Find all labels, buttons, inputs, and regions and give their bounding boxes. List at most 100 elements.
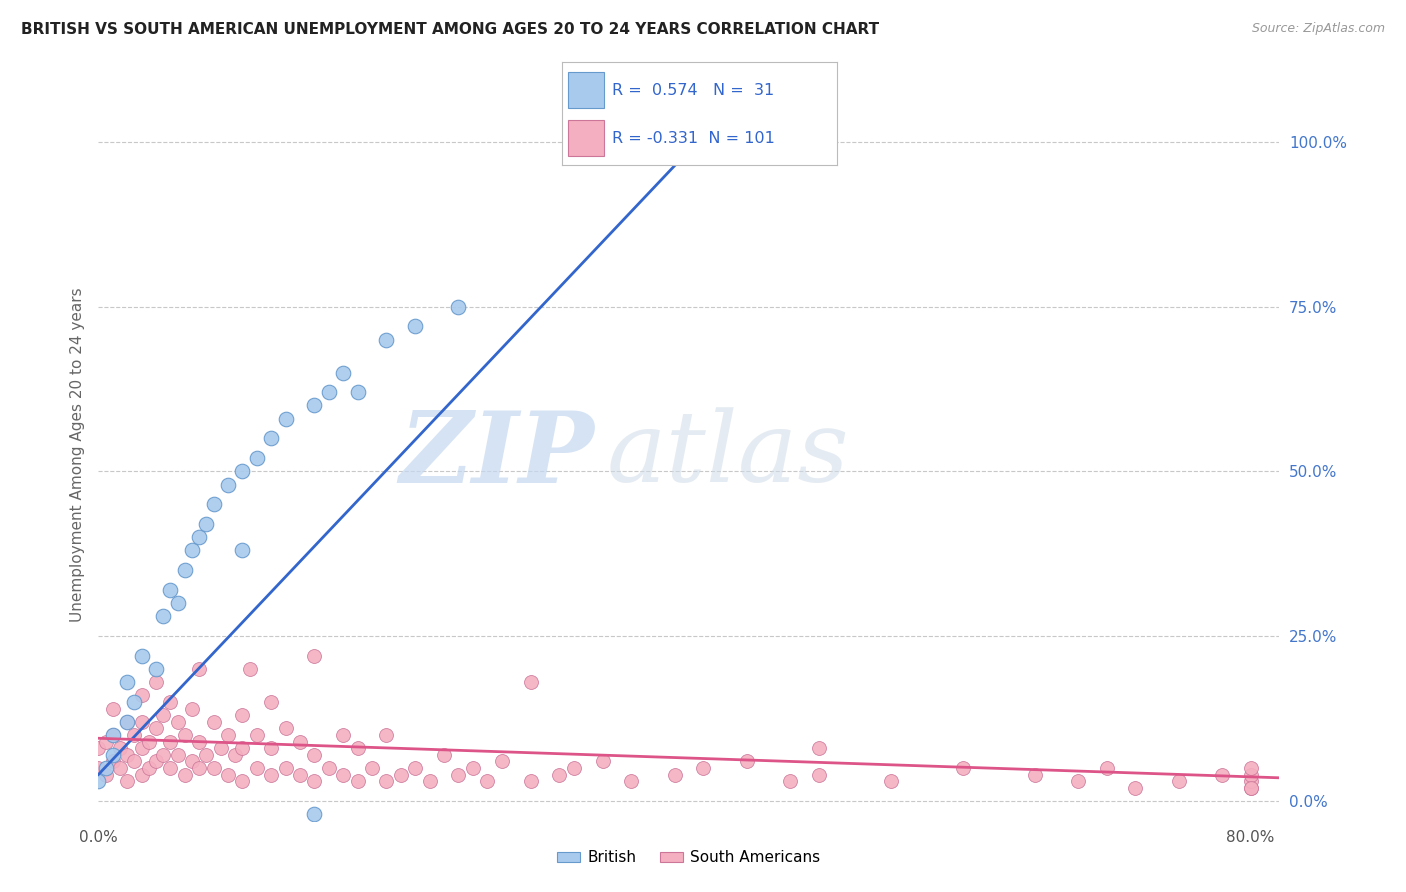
Point xyxy=(246,451,269,466)
Point xyxy=(87,741,110,756)
Point xyxy=(318,761,340,775)
Point xyxy=(209,741,232,756)
Point xyxy=(952,761,974,775)
Point xyxy=(491,755,513,769)
Point xyxy=(735,755,758,769)
Point xyxy=(1240,780,1263,795)
Point xyxy=(1240,780,1263,795)
Point xyxy=(188,662,211,676)
Point xyxy=(115,714,138,729)
Point xyxy=(477,774,499,789)
Point xyxy=(807,741,830,756)
Point xyxy=(202,497,225,511)
Point xyxy=(404,319,426,334)
Point xyxy=(152,708,174,723)
Point xyxy=(173,563,195,577)
Point xyxy=(217,767,239,781)
Point xyxy=(318,385,340,400)
Point xyxy=(145,662,167,676)
FancyBboxPatch shape xyxy=(568,71,603,108)
Point xyxy=(304,648,326,663)
Point xyxy=(138,734,160,748)
Point xyxy=(260,741,283,756)
Point xyxy=(447,300,470,314)
FancyBboxPatch shape xyxy=(568,120,603,156)
Point xyxy=(260,432,283,446)
Point xyxy=(131,741,153,756)
Point xyxy=(94,761,117,775)
Point xyxy=(202,714,225,729)
Point xyxy=(173,728,195,742)
Point xyxy=(807,767,830,781)
Point xyxy=(375,774,398,789)
Point xyxy=(447,767,470,781)
Point xyxy=(101,755,124,769)
Point xyxy=(188,734,211,748)
Point xyxy=(1167,774,1189,789)
Point xyxy=(195,517,218,532)
Point xyxy=(664,767,686,781)
Point xyxy=(87,774,110,789)
Point xyxy=(375,333,398,347)
Point xyxy=(304,747,326,762)
Point xyxy=(181,701,204,715)
Y-axis label: Unemployment Among Ages 20 to 24 years: Unemployment Among Ages 20 to 24 years xyxy=(69,287,84,623)
Point xyxy=(159,582,181,597)
Point xyxy=(188,761,211,775)
Point xyxy=(239,662,262,676)
Text: ZIP: ZIP xyxy=(399,407,595,503)
Point xyxy=(159,734,181,748)
Point xyxy=(1211,767,1233,781)
Point xyxy=(101,728,124,742)
Point xyxy=(181,543,204,558)
Point xyxy=(332,767,354,781)
Point xyxy=(159,695,181,709)
Point xyxy=(1240,767,1263,781)
Point xyxy=(274,761,297,775)
Point xyxy=(260,695,283,709)
Point xyxy=(166,596,188,610)
Text: BRITISH VS SOUTH AMERICAN UNEMPLOYMENT AMONG AGES 20 TO 24 YEARS CORRELATION CHA: BRITISH VS SOUTH AMERICAN UNEMPLOYMENT A… xyxy=(21,22,879,37)
Point xyxy=(115,714,138,729)
Point xyxy=(124,728,146,742)
Point xyxy=(87,761,110,775)
Point xyxy=(224,747,246,762)
Point xyxy=(304,399,326,413)
Point xyxy=(274,722,297,736)
Point xyxy=(246,761,269,775)
Point xyxy=(94,734,117,748)
Point xyxy=(304,774,326,789)
Point xyxy=(231,708,253,723)
Point xyxy=(101,747,124,762)
Point xyxy=(461,761,484,775)
Point xyxy=(692,761,714,775)
Point xyxy=(131,689,153,703)
Point xyxy=(181,755,204,769)
Point xyxy=(288,767,311,781)
Point xyxy=(166,747,188,762)
Point xyxy=(389,767,412,781)
Point xyxy=(202,761,225,775)
Point xyxy=(346,774,368,789)
Text: Source: ZipAtlas.com: Source: ZipAtlas.com xyxy=(1251,22,1385,36)
Point xyxy=(166,714,188,729)
Point xyxy=(1024,767,1046,781)
Point xyxy=(145,722,167,736)
Point xyxy=(361,761,384,775)
Point xyxy=(620,774,643,789)
Legend: British, South Americans: British, South Americans xyxy=(551,845,827,871)
Point xyxy=(346,741,368,756)
Point xyxy=(145,755,167,769)
Point xyxy=(124,755,146,769)
Point xyxy=(332,728,354,742)
Point xyxy=(115,675,138,690)
Point xyxy=(115,747,138,762)
Point xyxy=(1095,761,1118,775)
Point xyxy=(375,728,398,742)
Point xyxy=(260,767,283,781)
Point xyxy=(1240,774,1263,789)
Point xyxy=(548,767,571,781)
Point xyxy=(231,741,253,756)
Point xyxy=(101,701,124,715)
Point xyxy=(304,807,326,822)
